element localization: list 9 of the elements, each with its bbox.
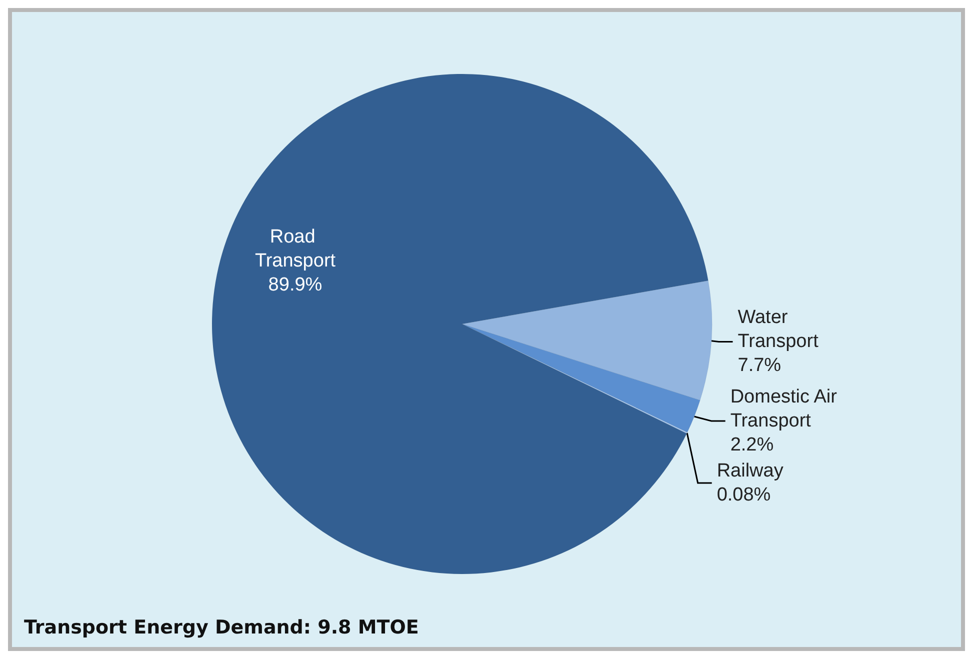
data-label: 0.08%	[716, 484, 771, 506]
slice-label: Railway	[716, 460, 784, 482]
slice-label: Road Transport	[254, 226, 336, 272]
data-label: 7.7%	[738, 355, 782, 376]
slice-label: Domestic Air Transport	[730, 386, 842, 432]
data-label: 89.9%	[268, 274, 322, 296]
text: Transport Energy Demand: 9.8 MTOE	[24, 616, 419, 638]
data-label: 2.2%	[730, 434, 774, 456]
slice-label: Water Transport	[738, 307, 820, 352]
